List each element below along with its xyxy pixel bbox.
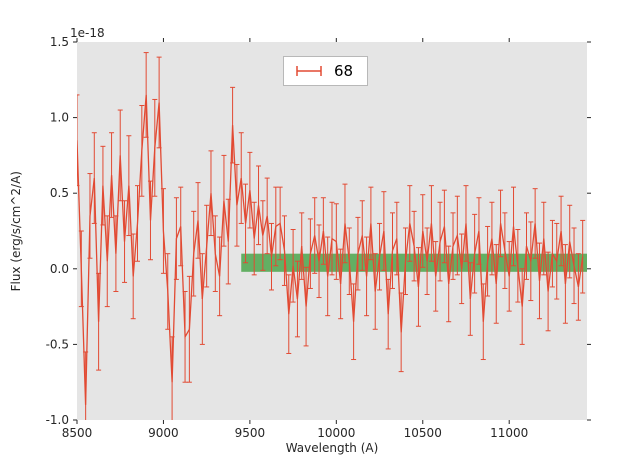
x-axis-label: Wavelength (A) (285, 441, 379, 455)
legend: 68 (283, 56, 369, 86)
svg-text:-0.5: -0.5 (46, 337, 69, 351)
y-axis-offset-text: 1e-18 (70, 26, 105, 40)
y-axis-label: Flux (erg/s/cm^2/A) (9, 170, 23, 292)
svg-text:0.0: 0.0 (50, 262, 69, 276)
svg-text:1.0: 1.0 (50, 111, 69, 125)
legend-label: 68 (334, 61, 354, 80)
svg-text:0.5: 0.5 (50, 186, 69, 200)
errorbar-legend-icon (296, 66, 322, 76)
svg-text:8500: 8500 (62, 426, 93, 440)
svg-text:11000: 11000 (490, 426, 528, 440)
svg-text:1.5: 1.5 (50, 35, 69, 49)
y-axis-label-container: Flux (erg/s/cm^2/A) (6, 42, 26, 420)
svg-text:-1.0: -1.0 (46, 413, 69, 427)
svg-text:10000: 10000 (317, 426, 355, 440)
svg-text:9500: 9500 (235, 426, 266, 440)
svg-text:9000: 9000 (148, 426, 179, 440)
svg-text:10500: 10500 (404, 426, 442, 440)
